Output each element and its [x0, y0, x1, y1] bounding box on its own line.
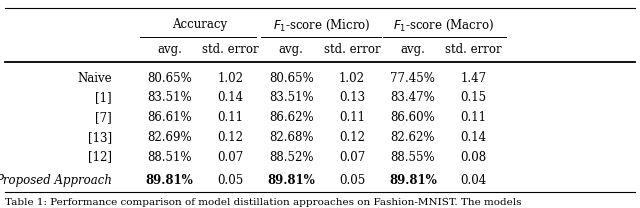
Text: 89.81%: 89.81% [146, 175, 193, 187]
Text: 0.05: 0.05 [339, 175, 365, 187]
Text: 89.81%: 89.81% [389, 175, 436, 187]
Text: 82.68%: 82.68% [269, 131, 314, 144]
Text: 0.07: 0.07 [339, 151, 365, 163]
Text: 82.69%: 82.69% [147, 131, 192, 144]
Text: 0.07: 0.07 [217, 151, 244, 163]
Text: 86.61%: 86.61% [147, 111, 192, 124]
Text: 1.02: 1.02 [218, 72, 243, 84]
Text: 83.51%: 83.51% [147, 91, 192, 104]
Text: Naive: Naive [77, 72, 112, 84]
Text: 82.62%: 82.62% [390, 131, 435, 144]
Text: 0.11: 0.11 [339, 111, 365, 124]
Text: 1.47: 1.47 [461, 72, 486, 84]
Text: Table 1: Performance comparison of model distillation approaches on Fashion-MNIS: Table 1: Performance comparison of model… [5, 198, 522, 207]
Text: 1.02: 1.02 [339, 72, 365, 84]
Text: 83.47%: 83.47% [390, 91, 435, 104]
Text: 88.55%: 88.55% [390, 151, 435, 163]
Text: 80.65%: 80.65% [147, 72, 192, 84]
Text: avg.: avg. [401, 43, 425, 56]
Text: [13]: [13] [88, 131, 112, 144]
Text: [1]: [1] [95, 91, 112, 104]
Text: 0.11: 0.11 [461, 111, 486, 124]
Text: avg.: avg. [279, 43, 303, 56]
Text: [12]: [12] [88, 151, 112, 163]
Text: [7]: [7] [95, 111, 112, 124]
Text: $F_1$-score (Micro): $F_1$-score (Micro) [273, 17, 371, 33]
Text: 0.04: 0.04 [460, 175, 487, 187]
Text: 88.51%: 88.51% [147, 151, 192, 163]
Text: 88.52%: 88.52% [269, 151, 314, 163]
Text: 86.60%: 86.60% [390, 111, 435, 124]
Text: 0.12: 0.12 [218, 131, 243, 144]
Text: Accuracy: Accuracy [172, 19, 228, 31]
Text: std. error: std. error [324, 43, 380, 56]
Text: $F_1$-score (Macro): $F_1$-score (Macro) [393, 17, 493, 33]
Text: 0.13: 0.13 [339, 91, 365, 104]
Text: 0.05: 0.05 [217, 175, 244, 187]
Text: 80.65%: 80.65% [269, 72, 314, 84]
Text: 86.62%: 86.62% [269, 111, 314, 124]
Text: std. error: std. error [202, 43, 259, 56]
Text: 0.14: 0.14 [218, 91, 243, 104]
Text: 0.12: 0.12 [339, 131, 365, 144]
Text: 0.11: 0.11 [218, 111, 243, 124]
Text: 0.14: 0.14 [461, 131, 486, 144]
Text: 83.51%: 83.51% [269, 91, 314, 104]
Text: 77.45%: 77.45% [390, 72, 435, 84]
Text: 89.81%: 89.81% [268, 175, 315, 187]
Text: avg.: avg. [157, 43, 182, 56]
Text: 0.15: 0.15 [461, 91, 486, 104]
Text: Proposed Approach: Proposed Approach [0, 175, 112, 187]
Text: std. error: std. error [445, 43, 502, 56]
Text: 0.08: 0.08 [461, 151, 486, 163]
